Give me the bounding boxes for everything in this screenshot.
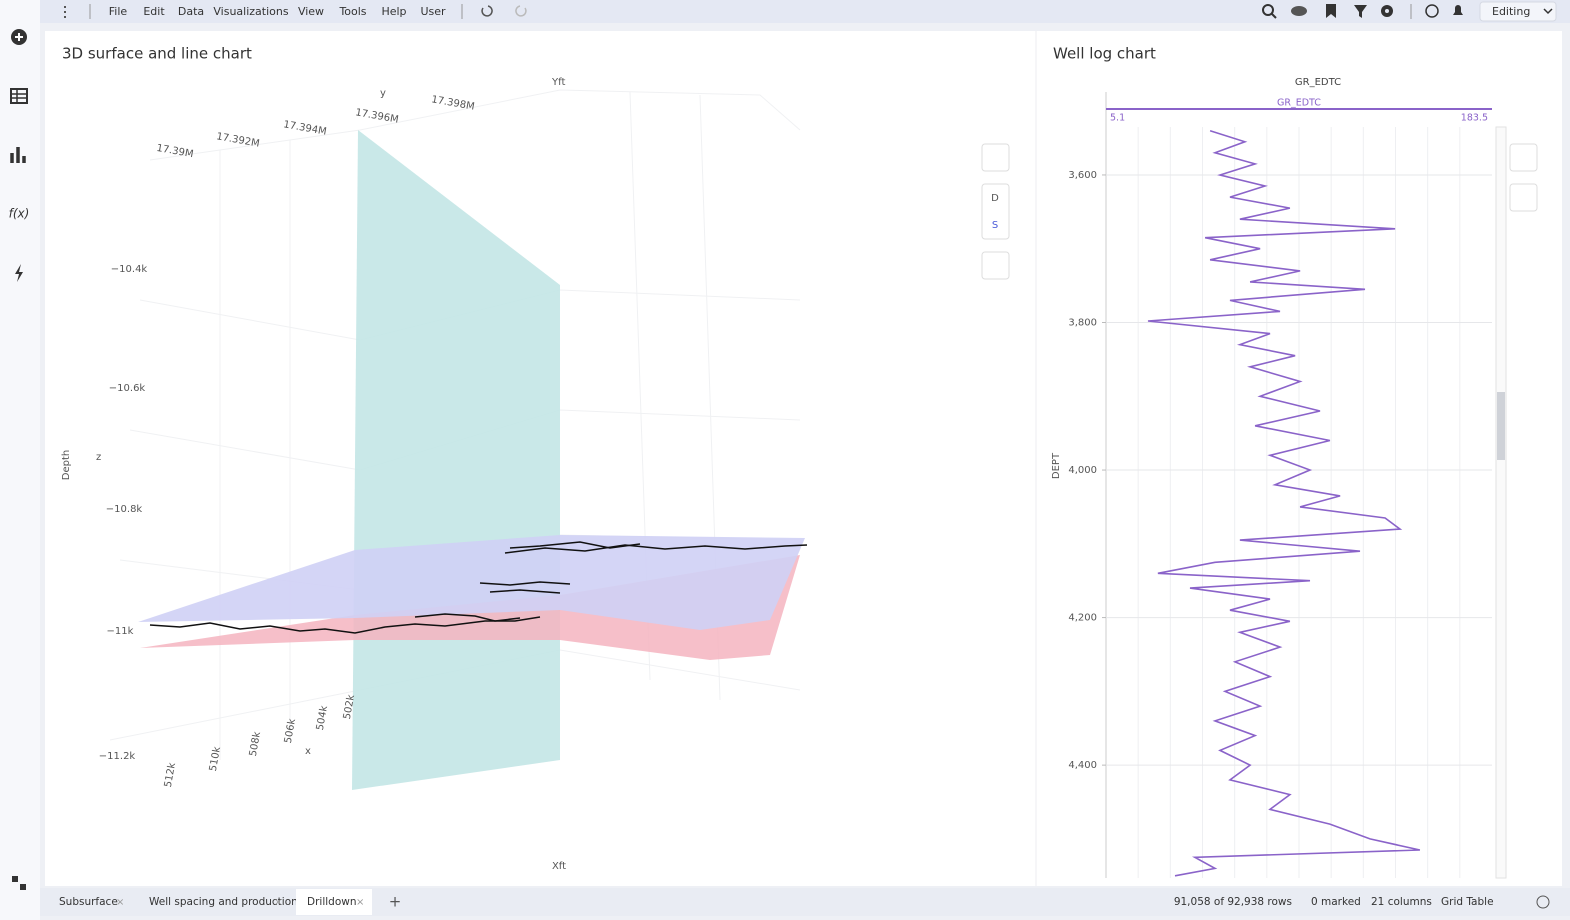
well-paths <box>149 541 808 634</box>
z-tick-label: −10.4k <box>111 264 148 275</box>
sidebar <box>0 0 40 920</box>
settings-hole <box>1385 9 1389 13</box>
tab-label[interactable]: Subsurface <box>59 896 118 908</box>
well-log-plot: GR_EDTC 5.1 183.5 3,600 3,800 4,000 4,200 4,400 <box>1068 92 1492 878</box>
chevron <box>1543 8 1553 15</box>
track-title: GR_EDTC <box>1295 77 1341 88</box>
active-tab <box>296 889 372 915</box>
z-tick-label: −11k <box>107 626 134 637</box>
tool-btn[interactable] <box>981 183 1010 240</box>
menubar <box>40 0 1570 23</box>
axis-title: Depth <box>61 450 72 480</box>
x-tick-label: 512k <box>163 762 178 789</box>
search-handle <box>1271 13 1277 19</box>
table-icon[interactable] <box>10 88 28 104</box>
status-table[interactable]: Grid Table <box>1441 896 1494 908</box>
axis-title: Yft <box>551 77 565 88</box>
panel-title: Well log chart <box>1053 45 1156 63</box>
compass[interactable] <box>1425 4 1439 18</box>
axis-label: x <box>305 746 311 757</box>
z-tick-label: −11.2k <box>99 751 136 762</box>
x-tick-label: 504k <box>315 705 330 732</box>
tab-label[interactable]: Drilldown <box>307 896 357 908</box>
undo[interactable] <box>481 5 493 17</box>
y-tick-label: 3,600 <box>1068 170 1097 181</box>
tab-close[interactable]: × <box>274 897 282 908</box>
tab-close[interactable]: × <box>356 897 364 908</box>
table-lines <box>11 89 27 103</box>
mode: Editing <box>1492 5 1530 18</box>
z-tick-label: −10.8k <box>106 504 143 515</box>
x-tick-label: 183.5 <box>1461 113 1488 124</box>
canvas <box>45 31 1562 886</box>
x-tick-label: 510k <box>208 746 223 773</box>
tool-btn[interactable] <box>981 143 1010 172</box>
filter[interactable] <box>1354 5 1367 18</box>
menu-item[interactable]: View <box>298 5 324 18</box>
axis-label: y <box>380 88 386 99</box>
panel-title: 3D surface and line chart <box>62 45 252 63</box>
x-tick-label: 508k <box>248 731 263 758</box>
button-label: D <box>991 193 999 204</box>
menu-item[interactable]: Tools <box>338 5 366 18</box>
y-tick-label: 3,800 <box>1068 317 1097 328</box>
x-tick-label: 5.1 <box>1110 113 1125 124</box>
chart-icon[interactable] <box>10 147 26 163</box>
axis-title: Xft <box>552 861 566 872</box>
flow-icon[interactable] <box>12 876 26 890</box>
bookmark[interactable] <box>1326 4 1336 18</box>
add-tab[interactable]: + <box>389 893 402 911</box>
action-icon[interactable] <box>15 264 23 282</box>
menu-item[interactable]: File <box>109 5 128 18</box>
tool-btn[interactable] <box>981 251 1010 280</box>
status-columns: 21 columns <box>1371 896 1432 908</box>
button-label: S <box>992 220 998 231</box>
status-rows: 91,058 of 92,938 rows <box>1174 896 1292 908</box>
menu-item[interactable]: Visualizations <box>213 5 288 18</box>
z-tick-label: −10.6k <box>109 383 146 394</box>
x-tick-label: 506k <box>283 718 298 745</box>
mode-select[interactable] <box>1479 1 1557 22</box>
x-tick-label: 502k <box>342 694 357 721</box>
log-line <box>1147 129 1421 877</box>
tool-btn[interactable] <box>1509 183 1538 212</box>
tab-close[interactable]: × <box>116 897 124 908</box>
add-plus <box>15 33 23 41</box>
function-icon[interactable]: f(x) <box>9 207 30 221</box>
tabs: Subsurface× Well spacing and production× D… <box>59 889 372 915</box>
globe[interactable] <box>1536 895 1550 909</box>
axis-label: z <box>96 452 101 463</box>
y-tick-label: 4,400 <box>1068 760 1097 771</box>
y-axis-title: DEPT <box>1051 452 1062 479</box>
y-tick-label: 4,200 <box>1068 613 1097 624</box>
comments[interactable] <box>1291 6 1307 16</box>
menu-item[interactable]: Data <box>178 5 204 18</box>
track-legend: GR_EDTC <box>1277 98 1321 109</box>
axis-labels: y Yft z Depth x Xft 17.39M17.392M17.394M… <box>61 77 566 872</box>
bell[interactable] <box>1453 5 1463 15</box>
scrollbar[interactable] <box>1495 126 1507 879</box>
tool-buttons <box>981 143 1538 280</box>
menu-item[interactable]: Help <box>381 5 406 18</box>
tool-btn[interactable] <box>1509 143 1538 172</box>
statusbar <box>40 888 1570 916</box>
redo[interactable] <box>515 5 527 17</box>
upper-surface <box>138 535 805 630</box>
status-marked: 0 marked <box>1311 896 1361 908</box>
scroll-thumb[interactable] <box>1497 392 1505 460</box>
menu-item[interactable]: Edit <box>143 5 165 18</box>
search[interactable] <box>1262 4 1274 16</box>
tab-label[interactable]: Well spacing and production <box>149 896 298 908</box>
menu-item[interactable]: User <box>420 5 446 18</box>
menu: File Edit Data Visualizations View Tools Help U… <box>109 5 446 18</box>
y-tick-label: 4,000 <box>1068 465 1097 476</box>
